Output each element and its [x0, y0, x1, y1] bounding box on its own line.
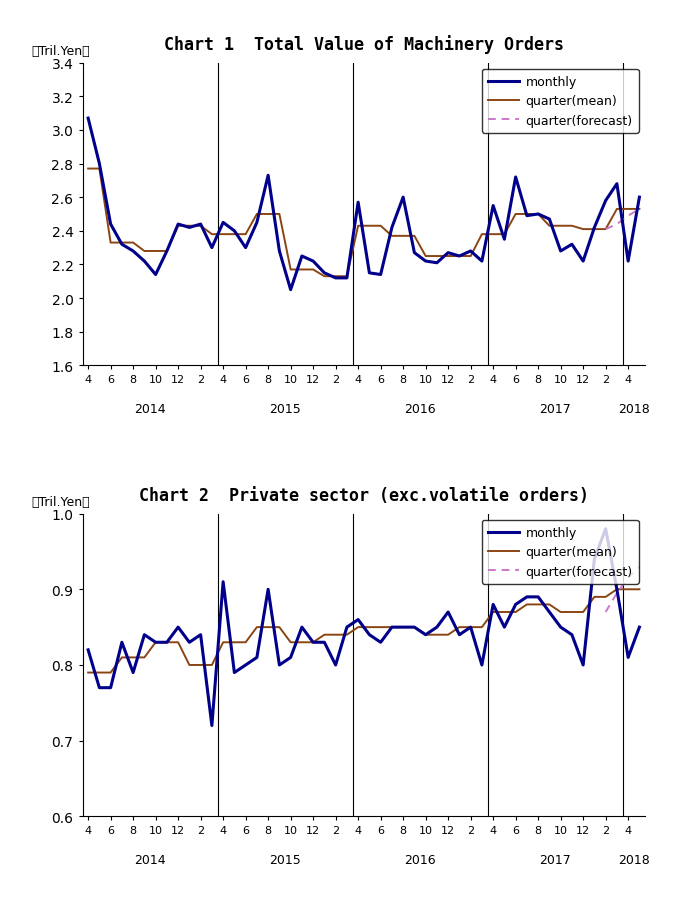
- Text: 2016: 2016: [404, 402, 436, 415]
- Text: 2016: 2016: [404, 852, 436, 866]
- Title: Chart 2  Private sector (exc.volatile orders): Chart 2 Private sector (exc.volatile ord…: [139, 486, 589, 504]
- Text: 2014: 2014: [134, 852, 166, 866]
- Text: 2015: 2015: [269, 852, 301, 866]
- Text: 2017: 2017: [539, 852, 571, 866]
- Text: （Tril.Yen）: （Tril.Yen）: [32, 44, 90, 58]
- Text: 2018: 2018: [618, 852, 649, 866]
- Legend: monthly, quarter(mean), quarter(forecast): monthly, quarter(mean), quarter(forecast…: [482, 520, 639, 584]
- Title: Chart 1  Total Value of Machinery Orders: Chart 1 Total Value of Machinery Orders: [164, 34, 564, 53]
- Text: 2015: 2015: [269, 402, 301, 415]
- Text: 2014: 2014: [134, 402, 166, 415]
- Legend: monthly, quarter(mean), quarter(forecast): monthly, quarter(mean), quarter(forecast…: [482, 69, 639, 133]
- Text: （Tril.Yen）: （Tril.Yen）: [32, 495, 90, 508]
- Text: 2018: 2018: [618, 402, 649, 415]
- Text: 2017: 2017: [539, 402, 571, 415]
